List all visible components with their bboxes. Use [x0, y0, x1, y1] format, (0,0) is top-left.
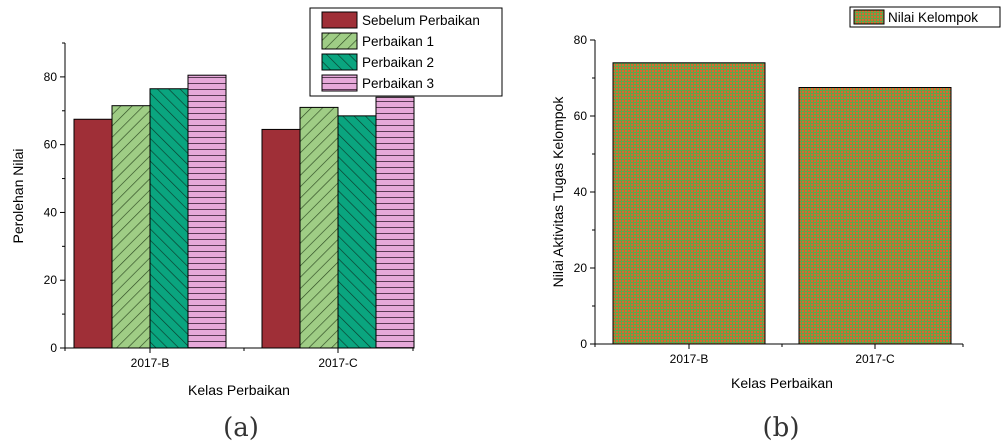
- chart-b-x-tick-label: 2017-B: [670, 352, 709, 366]
- chart-b-y-tick-label: 80: [574, 33, 588, 47]
- chart-b-legend-swatch: [853, 9, 885, 25]
- chart-a-legend-swatch: [321, 11, 358, 29]
- chart-a-legend-label: Sebelum Perbaikan: [362, 13, 480, 28]
- chart-a-y-tick-label: 80: [44, 70, 58, 84]
- chart-a-bar: [187, 74, 227, 349]
- chart-a-legend-label: Perbaikan 1: [362, 34, 434, 49]
- chart-b-bars: [612, 62, 952, 345]
- chart-a: 0 20 40 60 80 2017-B 2017-C Kelas Perbaikan Pe…: [10, 7, 503, 443]
- chart-a-legend-swatch: [321, 32, 358, 50]
- chart-b: 0 20 40 60 80 2017-B 2017-C Kelas Perbaikan Ni…: [550, 6, 1001, 443]
- chart-a-legend-swatch: [321, 53, 358, 71]
- chart-b-y-tick-label: 0: [580, 337, 587, 351]
- chart-a-bars: [73, 74, 415, 349]
- chart-b-bar: [612, 62, 766, 345]
- chart-b-xlabel: Kelas Perbaikan: [731, 375, 833, 391]
- chart-a-y-tick-label: 20: [44, 273, 58, 287]
- chart-a-legend: Sebelum Perbaikan Perbaikan 1 Perbaikan 2 P…: [309, 7, 503, 97]
- chart-a-bar: [149, 88, 189, 349]
- chart-b-bar: [798, 87, 952, 345]
- chart-a-legend-swatch: [321, 74, 358, 92]
- chart-b-y-tick-label: 60: [574, 109, 588, 123]
- chart-b-legend-box: [849, 6, 1001, 28]
- chart-a-bar: [337, 115, 377, 349]
- chart-a-legend-label: Perbaikan 3: [362, 76, 434, 91]
- chart-a-bar: [73, 118, 113, 349]
- chart-a-legend-label: Perbaikan 2: [362, 55, 434, 70]
- chart-a-bar: [111, 105, 151, 349]
- chart-a-y-tick-label: 0: [50, 341, 57, 355]
- chart-b-y-tick-label: 40: [574, 185, 588, 199]
- chart-a-x-tick-label: 2017-C: [318, 356, 358, 370]
- chart-a-xlabel: Kelas Perbaikan: [188, 382, 290, 398]
- chart-b-x-tick-label: 2017-C: [855, 352, 895, 366]
- chart-a-y-tick-label: 40: [44, 205, 58, 219]
- chart-a-caption: (a): [223, 413, 259, 443]
- chart-a-axes: 0 20 40 60 80 2017-B 2017-C: [44, 42, 414, 370]
- chart-a-bar: [299, 106, 339, 349]
- chart-b-legend: Nilai Kelompok: [849, 6, 1001, 28]
- chart-a-x-tick-label: 2017-B: [131, 356, 170, 370]
- chart-b-caption: (b): [763, 413, 800, 443]
- chart-b-ylabel: Nilai Aktivitas Tugas Kelompok: [550, 96, 566, 288]
- chart-a-ylabel: Perolehan Nilai: [10, 149, 26, 244]
- chart-b-axes: 0 20 40 60 80 2017-B 2017-C: [574, 33, 964, 366]
- chart-a-y-tick-label: 60: [44, 138, 58, 152]
- chart-b-legend-label: Nilai Kelompok: [888, 10, 978, 25]
- chart-a-bar: [261, 128, 301, 349]
- chart-a-bar: [375, 96, 415, 349]
- chart-b-y-tick-label: 20: [574, 261, 588, 275]
